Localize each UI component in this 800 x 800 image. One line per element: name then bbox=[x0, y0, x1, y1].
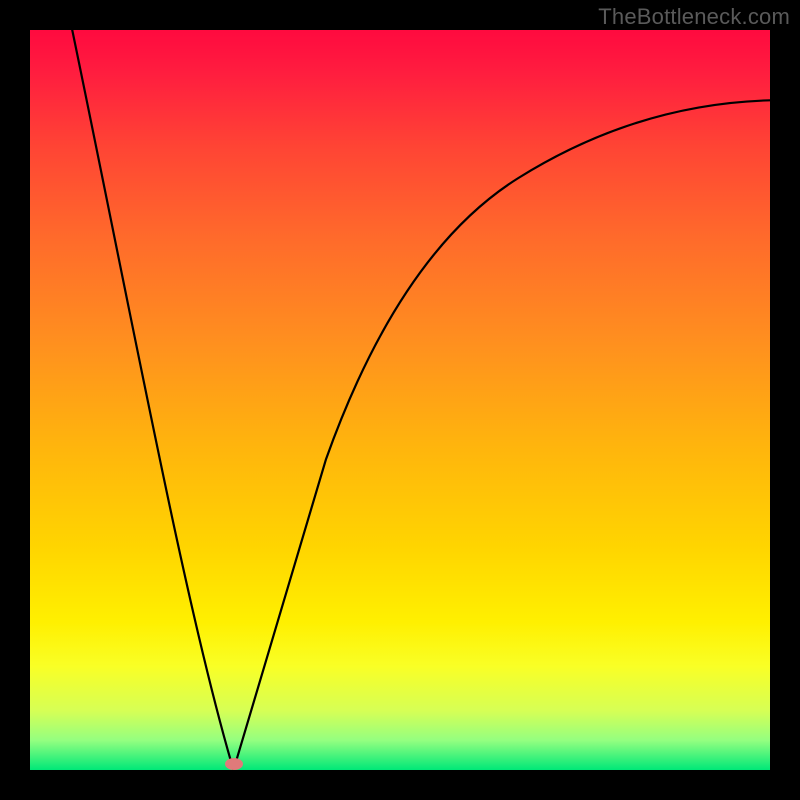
plot-area bbox=[30, 30, 770, 770]
curve-path bbox=[71, 30, 770, 770]
minimum-marker bbox=[225, 758, 243, 770]
watermark-text: TheBottleneck.com bbox=[598, 4, 790, 30]
bottleneck-curve bbox=[30, 30, 770, 770]
